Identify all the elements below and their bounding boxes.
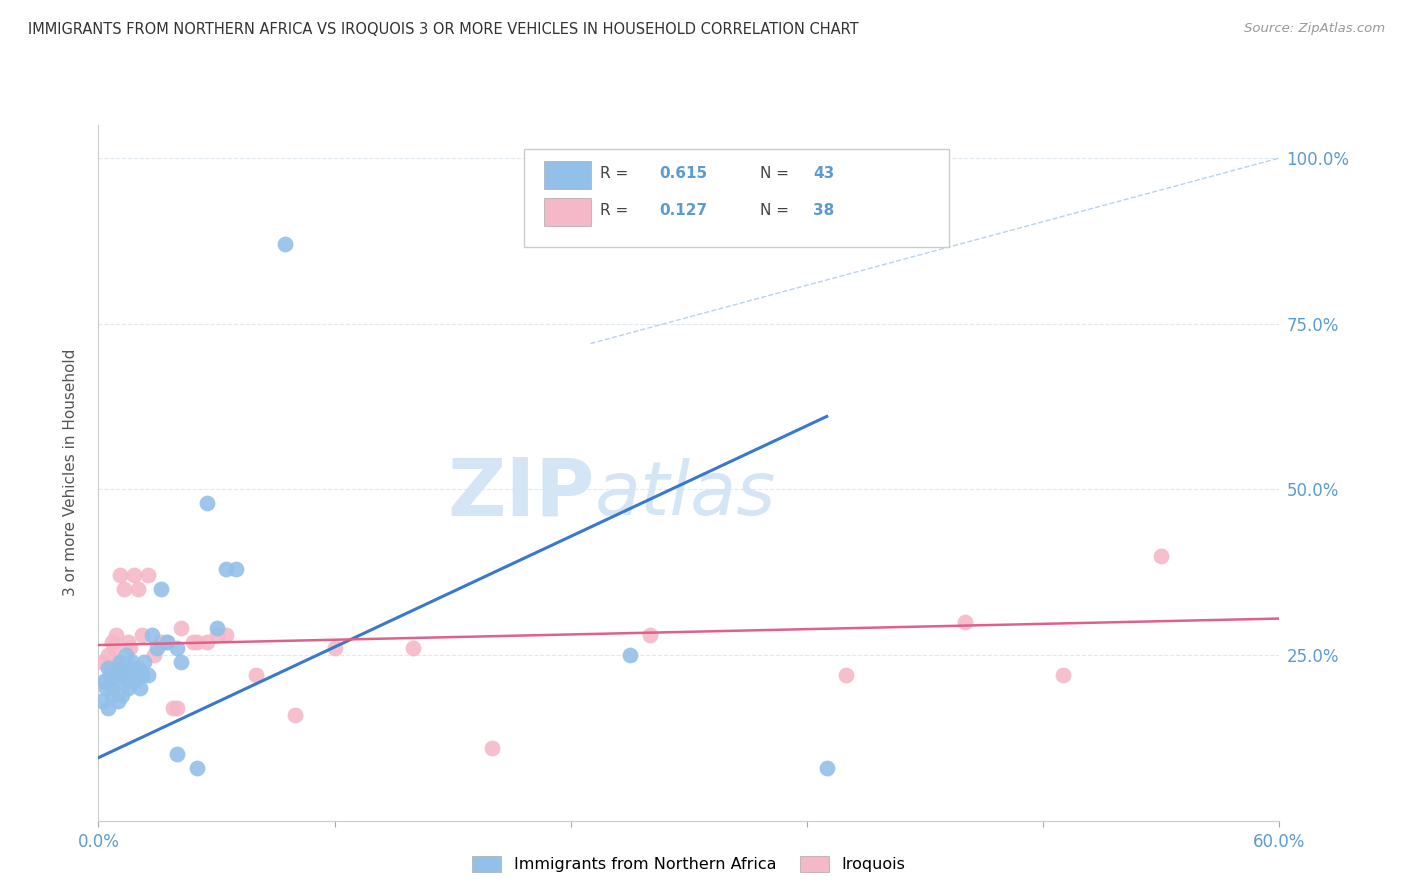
Point bbox=[619, 648, 641, 662]
Point bbox=[96, 681, 118, 695]
Bar bbox=[544, 161, 591, 189]
Point bbox=[205, 622, 228, 636]
Text: ZIP: ZIP bbox=[447, 455, 595, 533]
Y-axis label: 3 or more Vehicles in Household: 3 or more Vehicles in Household bbox=[63, 349, 77, 597]
Legend: Immigrants from Northern Africa, Iroquois: Immigrants from Northern Africa, Iroquoi… bbox=[465, 850, 912, 879]
Point bbox=[166, 747, 188, 762]
Point bbox=[136, 668, 159, 682]
Text: 0.127: 0.127 bbox=[659, 203, 707, 218]
Point bbox=[162, 701, 184, 715]
Text: N =: N = bbox=[759, 166, 793, 181]
Point bbox=[105, 628, 128, 642]
Point bbox=[150, 582, 173, 596]
Point bbox=[127, 661, 149, 675]
Point bbox=[146, 641, 169, 656]
Point bbox=[481, 740, 503, 755]
Point bbox=[141, 628, 163, 642]
Point bbox=[108, 568, 131, 582]
Point bbox=[1052, 668, 1074, 682]
Text: 43: 43 bbox=[813, 166, 834, 181]
Point bbox=[125, 668, 148, 682]
Point bbox=[112, 668, 135, 682]
Point bbox=[103, 641, 125, 656]
Point bbox=[127, 582, 149, 596]
Point bbox=[284, 707, 307, 722]
Point bbox=[107, 655, 129, 669]
Point bbox=[638, 628, 661, 642]
Point bbox=[117, 674, 139, 689]
Point bbox=[186, 761, 208, 775]
Point bbox=[166, 641, 188, 656]
Point bbox=[121, 655, 143, 669]
Point bbox=[166, 701, 188, 715]
Text: Source: ZipAtlas.com: Source: ZipAtlas.com bbox=[1244, 22, 1385, 36]
Point bbox=[97, 661, 120, 675]
Point bbox=[131, 668, 153, 682]
Point bbox=[181, 634, 204, 648]
Text: R =: R = bbox=[600, 203, 634, 218]
Point bbox=[131, 628, 153, 642]
Point bbox=[835, 668, 858, 682]
Point bbox=[111, 688, 134, 702]
Point bbox=[107, 668, 129, 682]
Point bbox=[118, 641, 141, 656]
Point bbox=[142, 648, 165, 662]
Point bbox=[91, 655, 114, 669]
Point bbox=[118, 661, 141, 675]
Point bbox=[122, 568, 145, 582]
Point bbox=[108, 655, 131, 669]
Point bbox=[170, 655, 193, 669]
Point bbox=[105, 674, 128, 689]
Point bbox=[111, 668, 134, 682]
Point bbox=[122, 674, 145, 689]
Point bbox=[170, 622, 193, 636]
Point bbox=[136, 568, 159, 582]
Point bbox=[953, 615, 976, 629]
Point bbox=[115, 648, 138, 662]
Point bbox=[107, 694, 129, 708]
Text: atlas: atlas bbox=[595, 458, 776, 530]
Point bbox=[225, 562, 247, 576]
Point bbox=[128, 681, 150, 695]
Text: IMMIGRANTS FROM NORTHERN AFRICA VS IROQUOIS 3 OR MORE VEHICLES IN HOUSEHOLD CORR: IMMIGRANTS FROM NORTHERN AFRICA VS IROQU… bbox=[28, 22, 859, 37]
Point bbox=[111, 661, 134, 675]
Point bbox=[117, 681, 139, 695]
Point bbox=[402, 641, 425, 656]
Point bbox=[93, 674, 115, 689]
Point bbox=[91, 694, 114, 708]
Point bbox=[98, 668, 121, 682]
Point bbox=[195, 634, 218, 648]
Point bbox=[815, 761, 838, 775]
Point bbox=[215, 628, 238, 642]
FancyBboxPatch shape bbox=[523, 149, 949, 247]
Point bbox=[156, 634, 179, 648]
Point bbox=[195, 495, 218, 509]
Point bbox=[96, 674, 118, 689]
Point bbox=[245, 668, 267, 682]
Point bbox=[117, 634, 139, 648]
Point bbox=[215, 562, 238, 576]
Point bbox=[101, 681, 124, 695]
Point bbox=[101, 634, 124, 648]
Point bbox=[103, 668, 125, 682]
Point bbox=[1150, 549, 1173, 563]
Text: 0.615: 0.615 bbox=[659, 166, 707, 181]
Point bbox=[156, 634, 179, 648]
Point bbox=[101, 688, 124, 702]
Point bbox=[323, 641, 346, 656]
Point bbox=[97, 701, 120, 715]
Point bbox=[132, 655, 155, 669]
Point bbox=[274, 237, 297, 252]
Point bbox=[112, 582, 135, 596]
Point bbox=[98, 661, 121, 675]
Text: 38: 38 bbox=[813, 203, 834, 218]
Point bbox=[150, 634, 173, 648]
Point bbox=[97, 648, 120, 662]
Text: N =: N = bbox=[759, 203, 793, 218]
Point bbox=[186, 634, 208, 648]
Text: R =: R = bbox=[600, 166, 634, 181]
Point bbox=[205, 628, 228, 642]
Bar bbox=[544, 198, 591, 226]
